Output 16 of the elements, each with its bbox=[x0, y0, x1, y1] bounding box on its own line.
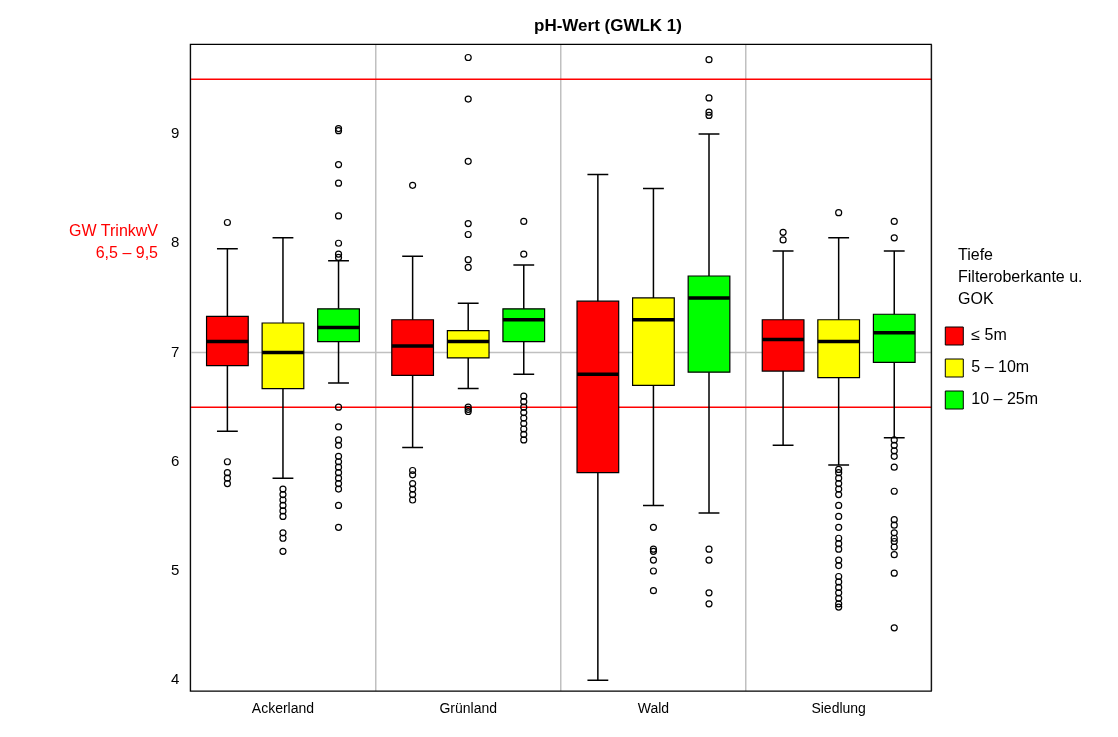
x-tick-label: Wald bbox=[637, 700, 670, 717]
legend-label: 10 – 25m bbox=[971, 390, 1039, 408]
legend-title: Tiefe Filteroberkante u. GOK bbox=[958, 245, 1084, 309]
x-tick-label: Grünland bbox=[439, 700, 497, 717]
text: GW TrinkwV 6,5 – 9,5 bbox=[68, 221, 158, 263]
y-tick-label: 7 bbox=[171, 342, 180, 360]
y-tick-label: 8 bbox=[171, 233, 180, 251]
chart-title: pH-Wert (GWLK 1) bbox=[534, 15, 682, 35]
y-tick-label: 6 bbox=[171, 451, 180, 469]
x-tick-label: Siedlung bbox=[811, 700, 866, 717]
y-tick-label: 9 bbox=[171, 124, 180, 142]
y-tick-label: 5 bbox=[171, 561, 180, 579]
x-tick-label: Ackerland bbox=[251, 700, 315, 717]
y-tick-label: 4 bbox=[171, 670, 180, 688]
legend-label: 5 – 10m bbox=[971, 358, 1030, 376]
legend-label: ≤ 5m bbox=[971, 326, 1007, 344]
